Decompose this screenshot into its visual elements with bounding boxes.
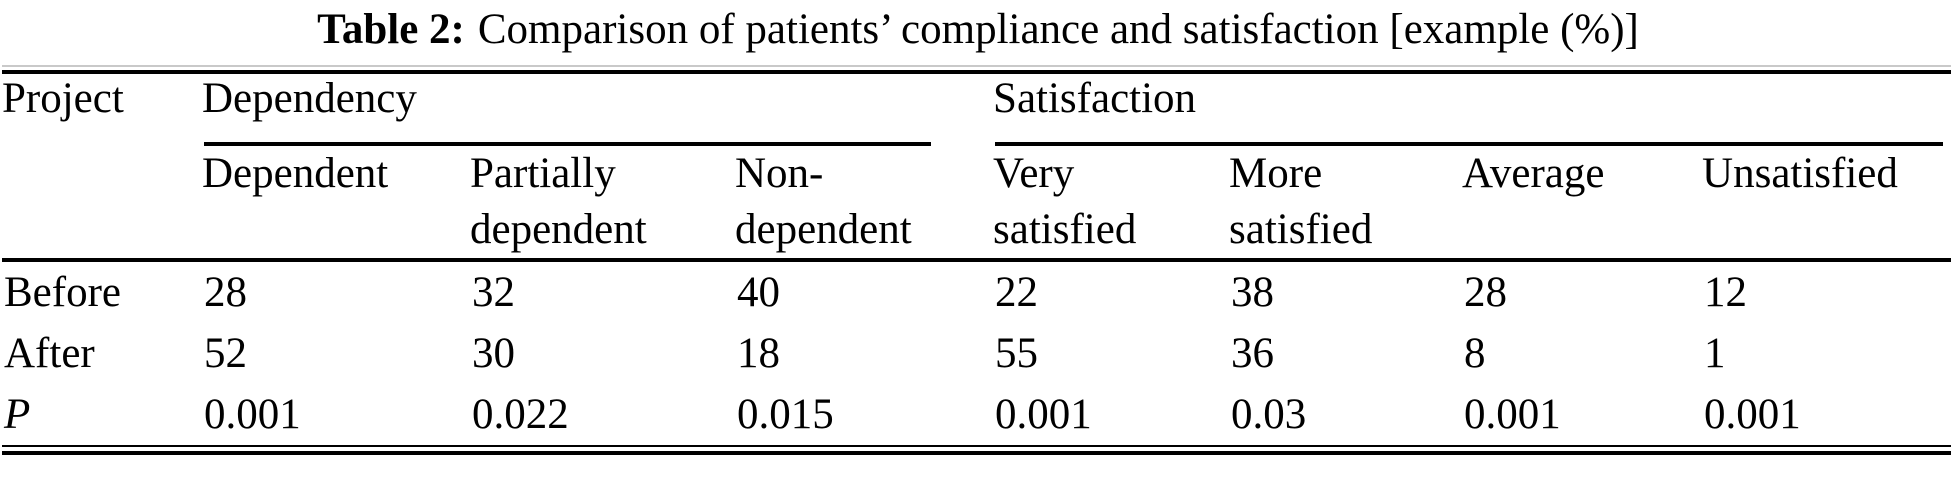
table-cell: 52 — [204, 330, 247, 378]
sub-header-row: Dependent Partially dependent Non- depen… — [2, 146, 1951, 260]
table-cell: 0.015 — [737, 391, 834, 439]
col-header-unsatisfied: Unsatisfied — [1702, 150, 1898, 198]
group-header-row: Project Dependency Satisfaction — [2, 74, 1951, 147]
col-header-project: Project — [2, 75, 124, 123]
table-cell: 1 — [1704, 330, 1726, 378]
row-label-after: After — [4, 330, 95, 378]
col-header-average: Average — [1462, 150, 1605, 198]
table-cell: 0.001 — [1464, 391, 1561, 439]
table-cell: 0.03 — [1231, 391, 1307, 439]
group-header-dependency-label: Dependency — [202, 75, 417, 123]
table-cell: 30 — [472, 330, 515, 378]
table-cell: 36 — [1231, 330, 1275, 378]
table-cell: 0.001 — [1704, 391, 1801, 439]
group-header-dependency: Dependency — [202, 74, 993, 147]
col-header-more-satisfied: More satisfied — [1229, 150, 1373, 254]
group-header-satisfaction: Satisfaction — [993, 74, 1951, 147]
table-cell: 18 — [737, 330, 780, 378]
table-cell: 38 — [1231, 269, 1275, 317]
table-cell: 0.022 — [472, 391, 569, 439]
table-cell: 40 — [737, 269, 780, 317]
dependency-group-underline — [204, 142, 932, 147]
table-cell: 28 — [204, 269, 247, 317]
table-cell: 28 — [1464, 269, 1508, 317]
satisfaction-group-underline — [995, 142, 1944, 147]
table-cell: 55 — [995, 330, 1039, 378]
row-label-p: P — [4, 391, 31, 439]
table-row-before: Before 28 32 40 22 38 28 12 — [2, 260, 1951, 323]
table-top-rule — [2, 65, 1951, 75]
table-cell: 12 — [1704, 269, 1748, 317]
table-bottom-rule — [2, 445, 1951, 456]
table-row-pvalue: P 0.001 0.022 0.015 0.001 0.03 0.001 0.0… — [2, 384, 1951, 445]
comparison-table: Project Dependency Satisfaction Dependen… — [2, 74, 1952, 445]
row-label-before: Before — [4, 269, 121, 317]
table-cell: 0.001 — [204, 391, 301, 439]
table-row-after: After 52 30 18 55 36 8 1 — [2, 323, 1951, 384]
group-header-satisfaction-label: Satisfaction — [993, 75, 1197, 123]
table-number-label: Table 2: — [317, 6, 465, 53]
col-header-non-dependent: Non- dependent — [735, 150, 912, 254]
table-cell: 32 — [472, 269, 515, 317]
col-header-partially-dependent: Partially dependent — [470, 150, 647, 254]
table-caption-text: Comparison of patients’ compliance and s… — [477, 6, 1639, 53]
table-cell: 8 — [1464, 330, 1486, 378]
col-header-dependent: Dependent — [202, 150, 389, 198]
table-cell: 0.001 — [995, 391, 1092, 439]
table-caption: Table 2: Comparison of patients’ complian… — [2, 0, 1954, 54]
col-header-very-satisfied: Very satisfied — [993, 150, 1137, 254]
table-cell: 22 — [995, 269, 1039, 317]
